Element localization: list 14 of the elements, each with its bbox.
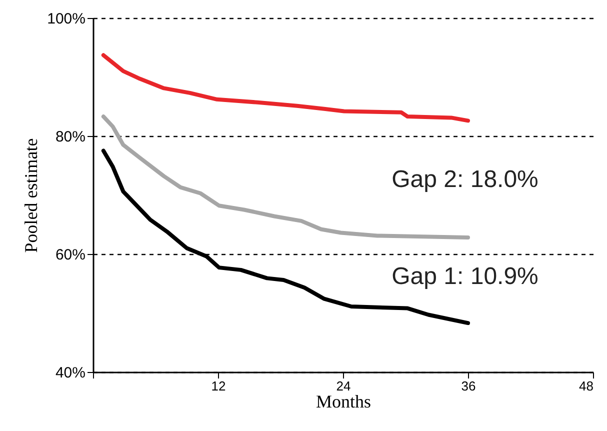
x-tick-label: 12 bbox=[211, 378, 226, 394]
y-tick-label: 80% bbox=[55, 128, 86, 146]
x-tick-label: 24 bbox=[336, 378, 351, 394]
y-tick-label: 100% bbox=[47, 10, 86, 28]
x-tick-label: 36 bbox=[461, 378, 476, 394]
annotation: Gap 2: 18.0% bbox=[392, 166, 538, 193]
x-axis-title: Months bbox=[316, 392, 372, 412]
annotation: Gap 1: 10.9% bbox=[392, 263, 538, 290]
line-series bbox=[101, 114, 470, 240]
line-series bbox=[101, 53, 470, 123]
y-tick-label: 60% bbox=[55, 246, 86, 264]
y-tick-label: 40% bbox=[55, 364, 86, 382]
x-tick-label: 48 bbox=[579, 378, 594, 394]
y-axis-title: Pooled estimate bbox=[21, 138, 42, 253]
